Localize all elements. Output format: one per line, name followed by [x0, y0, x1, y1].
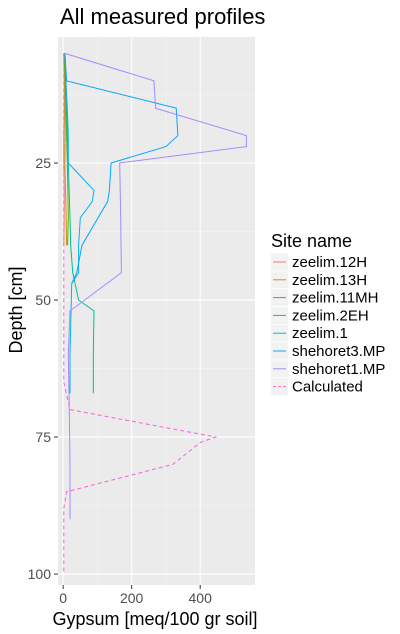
legend-label-shehoret1.MP: shehoret1.MP [292, 361, 385, 378]
series-line-Calculated [63, 53, 218, 574]
grid-lines [58, 37, 255, 585]
axis-ticks: 0 200 400 25 50 75 100 [28, 155, 212, 606]
y-axis-title: Depth [cm] [6, 266, 26, 353]
legend-label-zeelim.13H: zeelim.13H [292, 272, 367, 289]
series-line-shehoret1.MP [64, 52, 247, 520]
legend-title: Site name [271, 231, 352, 251]
x-axis-title: Gypsum [meq/100 gr soil] [52, 609, 257, 629]
legend-label-zeelim.12H: zeelim.12H [292, 254, 367, 271]
chart-title: All measured profiles [60, 4, 265, 29]
legend-label-Calculated: Calculated [292, 379, 363, 396]
legend-label-zeelim.2EH: zeelim.2EH [292, 307, 369, 324]
y-tick-label: 50 [35, 292, 51, 308]
series-line-zeelim.11MH [63, 53, 69, 246]
series-line-zeelim.2EH [64, 53, 95, 394]
x-tick-label: 400 [189, 590, 213, 606]
x-tick-label: 0 [59, 590, 67, 606]
legend-label-zeelim.11MH: zeelim.11MH [292, 290, 378, 307]
y-tick-label: 75 [35, 429, 51, 445]
plot-panel [58, 37, 255, 585]
legend-label-zeelim.1: zeelim.1 [292, 325, 348, 342]
x-tick-label: 200 [120, 590, 144, 606]
legend-label-shehoret3.MP: shehoret3.MP [292, 343, 385, 360]
series-line-zeelim.13H [63, 53, 68, 246]
y-tick-label: 100 [28, 566, 52, 582]
y-tick-label: 25 [35, 155, 51, 171]
series-line-shehoret3.MP [64, 53, 179, 284]
legend-items: zeelim.12Hzeelim.13Hzeelim.11MHzeelim.2E… [271, 253, 385, 396]
legend: Site name zeelim.12Hzeelim.13Hzeelim.11M… [271, 231, 385, 396]
series-layer [63, 52, 247, 574]
